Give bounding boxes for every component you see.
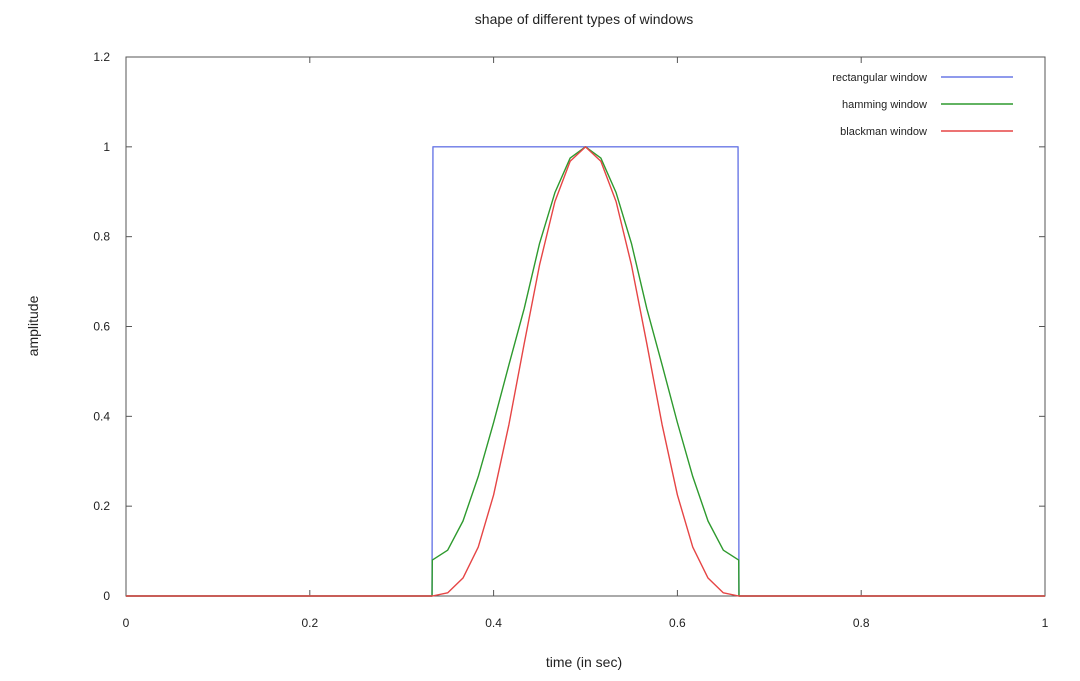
chart-title: shape of different types of windows bbox=[475, 11, 693, 27]
y-tick-label: 0.6 bbox=[93, 320, 110, 334]
x-tick-label: 0.6 bbox=[669, 616, 686, 630]
legend-label: rectangular window bbox=[832, 72, 927, 84]
y-tick-label: 0.8 bbox=[93, 230, 110, 244]
series-line bbox=[126, 146, 1045, 597]
x-tick-label: 0 bbox=[123, 616, 130, 630]
series-line bbox=[126, 146, 1045, 597]
y-axis-label: amplitude bbox=[25, 295, 41, 356]
x-tick-label: 1 bbox=[1042, 616, 1049, 630]
x-tick-label: 0.2 bbox=[301, 616, 318, 630]
axis-ticks: 0 0.2 0.4 0.6 0.8 1 0 0.2 0.4 0.6 0.8 1 1.2 bbox=[93, 50, 1048, 630]
x-tick-label: 0.8 bbox=[853, 616, 870, 630]
y-tick-label: 1.2 bbox=[93, 50, 110, 64]
legend: rectangular window hamming window blackman… bbox=[832, 72, 1013, 138]
y-tick-label: 0 bbox=[103, 589, 110, 603]
legend-label: hamming window bbox=[842, 99, 927, 111]
series-lines bbox=[126, 146, 1045, 597]
y-tick-label: 1 bbox=[103, 140, 110, 154]
x-tick-label: 0.4 bbox=[485, 616, 502, 630]
x-axis-label: time (in sec) bbox=[546, 654, 622, 670]
legend-label: blackman window bbox=[840, 126, 927, 138]
y-tick-label: 0.2 bbox=[93, 499, 110, 513]
series-line bbox=[126, 146, 1045, 597]
y-tick-label: 0.4 bbox=[93, 409, 110, 423]
